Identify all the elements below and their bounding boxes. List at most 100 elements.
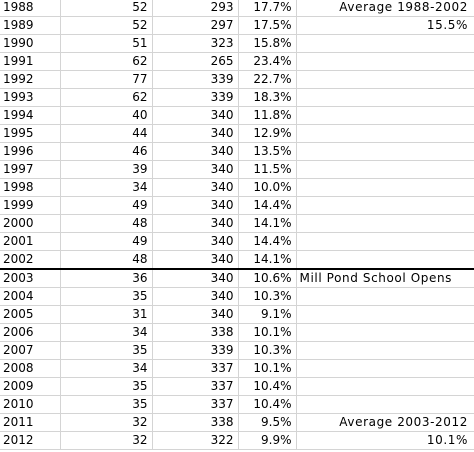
cell-year[interactable]: 1996 bbox=[0, 142, 61, 161]
cell-percent[interactable]: 9.1% bbox=[238, 305, 297, 324]
cell-count[interactable]: 32 bbox=[60, 413, 153, 432]
cell-year[interactable]: 1992 bbox=[0, 70, 61, 89]
cell-note[interactable]: 10.1% bbox=[296, 431, 474, 450]
cell-year[interactable]: 1999 bbox=[0, 196, 61, 215]
cell-count[interactable]: 36 bbox=[60, 268, 153, 288]
cell-year[interactable]: 1997 bbox=[0, 160, 61, 179]
cell-percent[interactable]: 10.6% bbox=[238, 268, 297, 288]
cell-year[interactable]: 2010 bbox=[0, 395, 61, 414]
cell-note[interactable] bbox=[296, 323, 474, 342]
cell-note[interactable] bbox=[296, 178, 474, 197]
cell-total[interactable]: 265 bbox=[152, 52, 239, 71]
cell-count[interactable]: 51 bbox=[60, 34, 153, 53]
cell-year[interactable]: 1998 bbox=[0, 178, 61, 197]
cell-percent[interactable]: 10.4% bbox=[238, 377, 297, 396]
cell-year[interactable]: 2006 bbox=[0, 323, 61, 342]
cell-total[interactable]: 339 bbox=[152, 70, 239, 89]
cell-note[interactable]: Average 2003-2012 bbox=[296, 413, 474, 432]
cell-total[interactable]: 337 bbox=[152, 359, 239, 378]
cell-year[interactable]: 1988 bbox=[0, 0, 61, 17]
cell-percent[interactable]: 9.9% bbox=[238, 431, 297, 450]
cell-percent[interactable]: 10.1% bbox=[238, 359, 297, 378]
cell-total[interactable]: 340 bbox=[152, 232, 239, 251]
cell-count[interactable]: 34 bbox=[60, 359, 153, 378]
cell-year[interactable]: 2001 bbox=[0, 232, 61, 251]
cell-total[interactable]: 340 bbox=[152, 196, 239, 215]
cell-total[interactable]: 340 bbox=[152, 106, 239, 125]
cell-note[interactable]: Average 1988-2002 bbox=[296, 0, 474, 17]
cell-note[interactable] bbox=[296, 395, 474, 414]
cell-note[interactable] bbox=[296, 34, 474, 53]
cell-total[interactable]: 337 bbox=[152, 395, 239, 414]
cell-count[interactable]: 35 bbox=[60, 395, 153, 414]
cell-year[interactable]: 2008 bbox=[0, 359, 61, 378]
cell-year[interactable]: 2012 bbox=[0, 431, 61, 450]
cell-note[interactable] bbox=[296, 160, 474, 179]
cell-percent[interactable]: 14.1% bbox=[238, 250, 297, 270]
cell-count[interactable]: 62 bbox=[60, 52, 153, 71]
cell-year[interactable]: 2007 bbox=[0, 341, 61, 360]
cell-year[interactable]: 2005 bbox=[0, 305, 61, 324]
cell-percent[interactable]: 17.5% bbox=[238, 16, 297, 35]
cell-percent[interactable]: 10.1% bbox=[238, 323, 297, 342]
cell-count[interactable]: 52 bbox=[60, 16, 153, 35]
cell-note[interactable]: Mill Pond School Opens bbox=[296, 268, 474, 288]
cell-note[interactable] bbox=[296, 232, 474, 251]
cell-total[interactable]: 323 bbox=[152, 34, 239, 53]
cell-total[interactable]: 339 bbox=[152, 341, 239, 360]
cell-count[interactable]: 35 bbox=[60, 287, 153, 306]
cell-year[interactable]: 1993 bbox=[0, 88, 61, 107]
cell-percent[interactable]: 22.7% bbox=[238, 70, 297, 89]
cell-note[interactable] bbox=[296, 88, 474, 107]
cell-percent[interactable]: 18.3% bbox=[238, 88, 297, 107]
cell-total[interactable]: 340 bbox=[152, 250, 239, 270]
cell-note[interactable] bbox=[296, 52, 474, 71]
cell-total[interactable]: 340 bbox=[152, 214, 239, 233]
cell-year[interactable]: 2009 bbox=[0, 377, 61, 396]
cell-note[interactable] bbox=[296, 106, 474, 125]
cell-percent[interactable]: 23.4% bbox=[238, 52, 297, 71]
cell-count[interactable]: 40 bbox=[60, 106, 153, 125]
cell-percent[interactable]: 10.0% bbox=[238, 178, 297, 197]
cell-total[interactable]: 337 bbox=[152, 377, 239, 396]
cell-year[interactable]: 1989 bbox=[0, 16, 61, 35]
cell-percent[interactable]: 11.5% bbox=[238, 160, 297, 179]
cell-percent[interactable]: 17.7% bbox=[238, 0, 297, 17]
cell-year[interactable]: 1990 bbox=[0, 34, 61, 53]
cell-percent[interactable]: 12.9% bbox=[238, 124, 297, 143]
cell-note[interactable] bbox=[296, 70, 474, 89]
cell-count[interactable]: 35 bbox=[60, 377, 153, 396]
cell-total[interactable]: 340 bbox=[152, 178, 239, 197]
cell-note[interactable] bbox=[296, 196, 474, 215]
cell-percent[interactable]: 10.3% bbox=[238, 287, 297, 306]
cell-total[interactable]: 339 bbox=[152, 88, 239, 107]
cell-total[interactable]: 340 bbox=[152, 287, 239, 306]
cell-percent[interactable]: 10.3% bbox=[238, 341, 297, 360]
cell-total[interactable]: 340 bbox=[152, 160, 239, 179]
cell-year[interactable]: 2002 bbox=[0, 250, 61, 270]
cell-count[interactable]: 77 bbox=[60, 70, 153, 89]
cell-year[interactable]: 1991 bbox=[0, 52, 61, 71]
cell-total[interactable]: 297 bbox=[152, 16, 239, 35]
cell-percent[interactable]: 14.4% bbox=[238, 232, 297, 251]
cell-note[interactable] bbox=[296, 142, 474, 161]
cell-percent[interactable]: 15.8% bbox=[238, 34, 297, 53]
cell-percent[interactable]: 14.4% bbox=[238, 196, 297, 215]
cell-year[interactable]: 2004 bbox=[0, 287, 61, 306]
cell-total[interactable]: 338 bbox=[152, 323, 239, 342]
cell-percent[interactable]: 13.5% bbox=[238, 142, 297, 161]
cell-total[interactable]: 340 bbox=[152, 124, 239, 143]
cell-count[interactable]: 34 bbox=[60, 178, 153, 197]
cell-count[interactable]: 49 bbox=[60, 232, 153, 251]
cell-note[interactable] bbox=[296, 214, 474, 233]
cell-percent[interactable]: 11.8% bbox=[238, 106, 297, 125]
cell-count[interactable]: 46 bbox=[60, 142, 153, 161]
cell-count[interactable]: 49 bbox=[60, 196, 153, 215]
cell-total[interactable]: 340 bbox=[152, 305, 239, 324]
cell-count[interactable]: 44 bbox=[60, 124, 153, 143]
cell-count[interactable]: 35 bbox=[60, 341, 153, 360]
cell-year[interactable]: 2011 bbox=[0, 413, 61, 432]
cell-note[interactable] bbox=[296, 250, 474, 270]
cell-year[interactable]: 1994 bbox=[0, 106, 61, 125]
cell-count[interactable]: 48 bbox=[60, 214, 153, 233]
